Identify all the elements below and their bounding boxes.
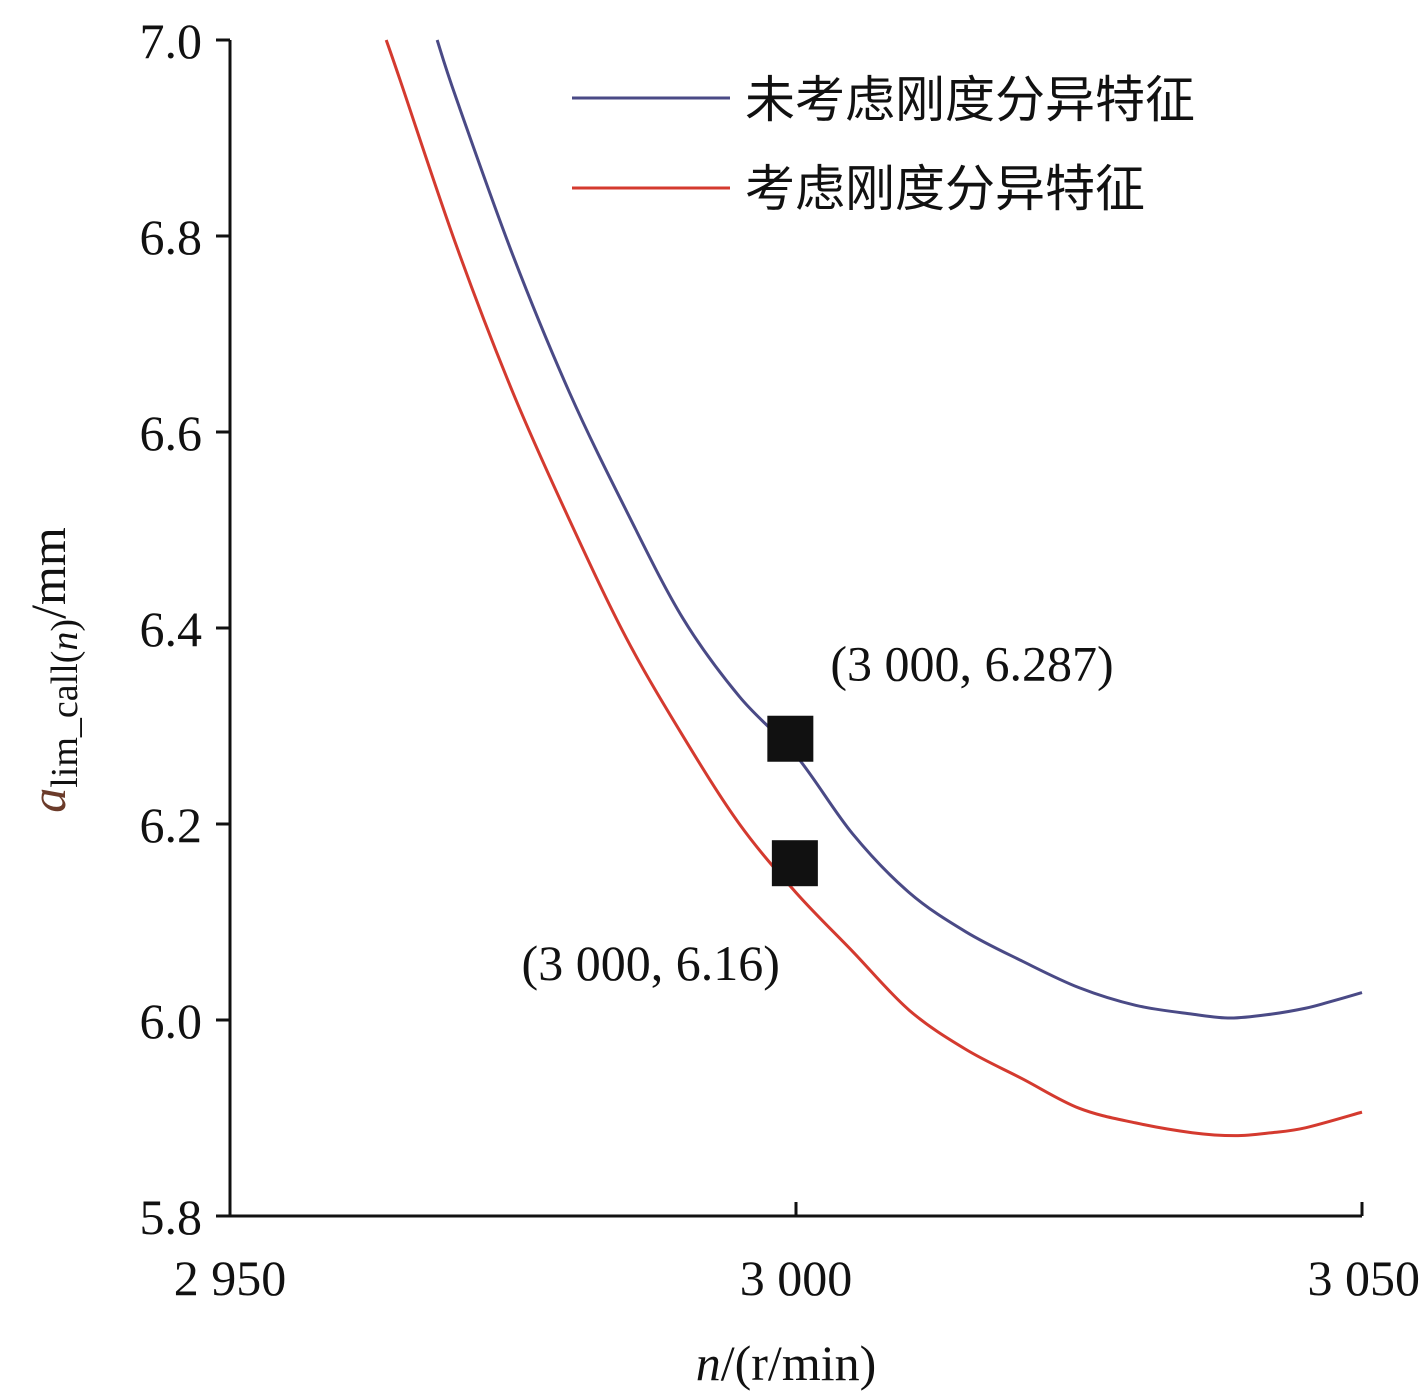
x-tick-label: 2 950 — [174, 1250, 287, 1306]
legend-label-unconsidered: 未考虑刚度分异特征 — [745, 71, 1195, 129]
data-label: (3 000, 6.16) — [522, 935, 780, 991]
series-line-0 — [435, 39, 1363, 1020]
legend: 未考虑刚度分异特征 考虑刚度分异特征 — [572, 71, 1195, 218]
y-tick-label: 6.0 — [140, 993, 203, 1049]
data-point-marker — [767, 715, 814, 762]
x-axis-label: n/(r/min) — [696, 1335, 877, 1391]
x-tick-label: 3 000 — [740, 1250, 853, 1306]
data-label: (3 000, 6.287) — [830, 636, 1113, 692]
y-tick-label: 7.0 — [140, 13, 203, 69]
x-tick-label: 3 050 — [1308, 1250, 1421, 1306]
y-tick-label: 6.6 — [140, 405, 203, 461]
data-point-marker — [771, 840, 818, 887]
y-tick-label: 6.2 — [140, 797, 203, 853]
series-line-1 — [384, 39, 1363, 1138]
series-group — [384, 39, 1363, 1138]
markers: (3 000, 6.287) (3 000, 6.16) — [522, 636, 1114, 991]
y-tick-label: 6.4 — [140, 601, 203, 657]
y-axis-label: alim_call(n)/mm — [20, 527, 86, 813]
y-tick-label: 6.8 — [140, 209, 203, 265]
ticks: 5.8 6.0 6.2 6.4 6.6 6.8 7.0 2 950 3 000 3 050 — [140, 13, 1421, 1306]
y-tick-label: 5.8 — [140, 1189, 203, 1245]
legend-label-considered: 考虑刚度分异特征 — [745, 160, 1145, 218]
